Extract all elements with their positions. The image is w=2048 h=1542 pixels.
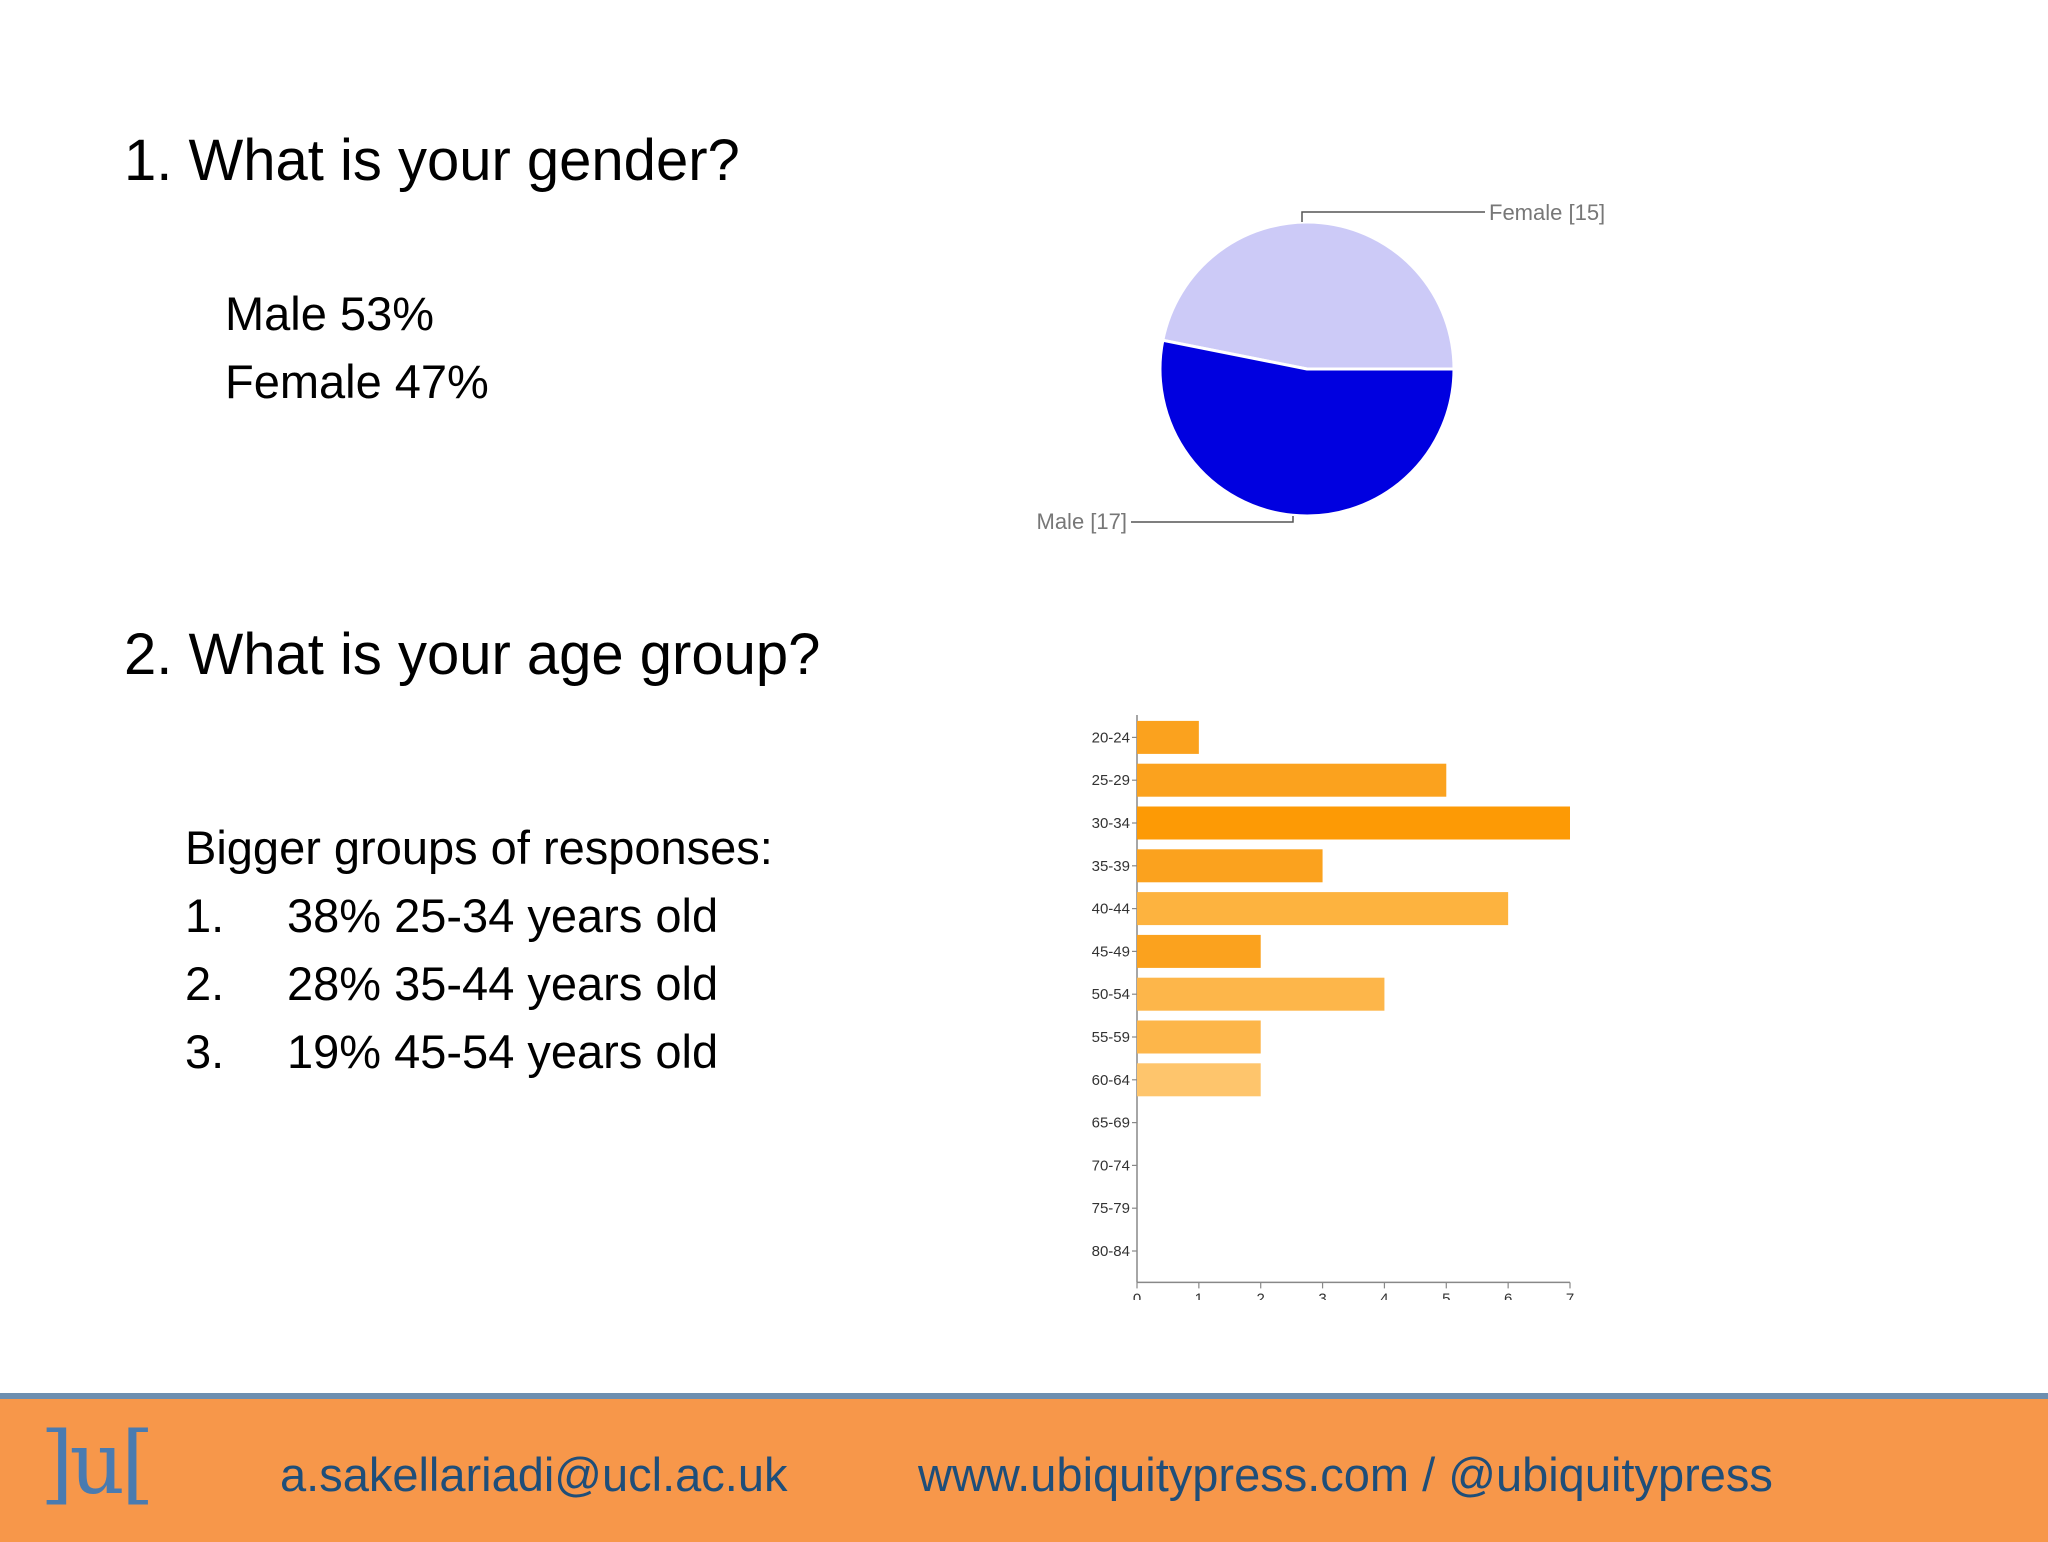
x-tick-label: 3	[1318, 1290, 1326, 1300]
ranking-text: 28% 35-44 years old	[287, 957, 719, 1010]
male-percentage: Male 53%	[225, 287, 434, 340]
x-tick-label: 0	[1133, 1290, 1141, 1300]
pie-slice-female	[1161, 220, 1456, 371]
bar-55-59	[1137, 1020, 1261, 1054]
bigger-groups-label: Bigger groups of responses:	[185, 821, 773, 874]
bar-60-64	[1137, 1063, 1261, 1097]
pie-label-female: Female [15]	[1489, 200, 1605, 225]
question-2-title: 2. What is your age group?	[124, 622, 821, 687]
bar-50-54	[1137, 977, 1385, 1011]
x-tick-label: 1	[1195, 1290, 1203, 1300]
y-tick-label: 25-29	[1092, 772, 1130, 789]
contact-email: a.sakellariadi@ucl.ac.uk	[280, 1448, 788, 1501]
bar-25-29	[1137, 763, 1447, 797]
y-tick-label: 45-49	[1092, 943, 1130, 960]
ubiquity-press-logo: ]u[	[40, 1414, 154, 1514]
pie-leader-line	[1131, 516, 1294, 523]
ranking-item: 1. 38% 25-34 years old	[185, 892, 718, 939]
y-tick-label: 50-54	[1092, 986, 1130, 1003]
y-tick-label: 75-79	[1092, 1200, 1130, 1217]
y-tick-label: 55-59	[1092, 1029, 1130, 1046]
ranking-number: 2.	[185, 957, 225, 1010]
website-and-handle: www.ubiquitypress.com / @ubiquitypress	[918, 1448, 1773, 1501]
y-tick-label: 20-24	[1092, 729, 1130, 746]
y-tick-label: 30-34	[1092, 815, 1130, 832]
pie-slice-male	[1158, 338, 1456, 518]
x-tick-label: 6	[1504, 1290, 1512, 1300]
y-tick-label: 80-84	[1092, 1243, 1130, 1260]
pie-leader-line	[1301, 211, 1485, 222]
x-tick-label: 5	[1442, 1290, 1450, 1300]
question-1-title: 1. What is your gender?	[124, 128, 740, 193]
footer-bar: ]u[ a.sakellariadi@ucl.ac.uk www.ubiquit…	[0, 1393, 2048, 1542]
y-tick-label: 60-64	[1092, 1072, 1130, 1089]
bar-45-49	[1137, 934, 1261, 968]
y-tick-label: 40-44	[1092, 901, 1130, 918]
bar-20-24	[1137, 720, 1199, 754]
ranking-number: 3.	[185, 1025, 225, 1078]
bar-40-44	[1137, 892, 1509, 926]
ranking-text: 19% 45-54 years old	[287, 1025, 719, 1078]
ranking-item: 3. 19% 45-54 years old	[185, 1028, 718, 1075]
pie-label-male: Male [17]	[1037, 509, 1128, 534]
x-tick-label: 4	[1380, 1290, 1388, 1300]
age-group-bar-chart: 20-24 25-29 30-34 35-39 40-44 45-49 50-54 55-59…	[1092, 715, 1574, 1300]
gender-pie-chart: Female [15] Male [17]	[1037, 200, 1606, 534]
ranking-text: 38% 25-34 years old	[287, 889, 719, 942]
x-tick-label: 7	[1566, 1290, 1574, 1300]
x-tick-label: 2	[1257, 1290, 1265, 1300]
bar-30-34	[1137, 806, 1570, 840]
ranking-item: 2. 28% 35-44 years old	[185, 960, 718, 1007]
female-percentage: Female 47%	[225, 355, 489, 408]
y-tick-label: 35-39	[1092, 858, 1130, 875]
y-tick-label: 65-69	[1092, 1115, 1130, 1132]
ranking-number: 1.	[185, 889, 225, 942]
bar-35-39	[1137, 849, 1323, 883]
y-tick-label: 70-74	[1092, 1157, 1130, 1174]
